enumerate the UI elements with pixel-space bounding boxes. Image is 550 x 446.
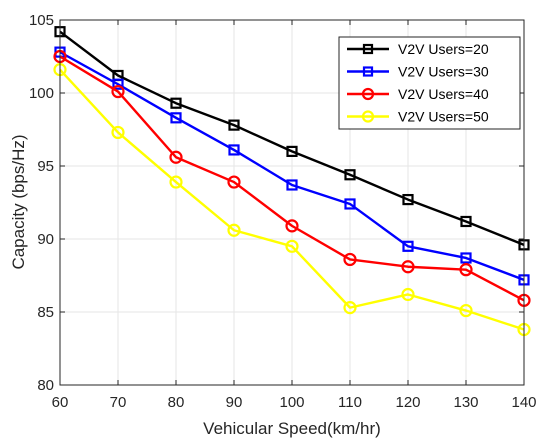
x-tick-label: 90: [226, 394, 243, 411]
x-tick-label: 70: [110, 394, 127, 411]
x-tick-label: 110: [338, 394, 362, 411]
legend: V2V Users=20 V2V Users=30 V2V Users=40 V2V …: [338, 36, 521, 130]
series-line: [59, 30, 525, 246]
data-point: [402, 240, 414, 252]
legend-item: V2V Users=50: [347, 109, 489, 125]
series-layer: [53, 26, 531, 337]
data-point: [401, 287, 415, 302]
legend-item: V2V Users=40: [347, 86, 489, 102]
data-point: [344, 169, 356, 181]
x-tick-label: 130: [453, 394, 478, 411]
data-point: [344, 198, 356, 210]
y-axis-ticks: 80 85 90 95 100 105: [29, 12, 524, 394]
legend-marker: [361, 110, 375, 123]
data-point: [227, 223, 241, 237]
data-point: [460, 252, 472, 264]
y-tick-label: 90: [37, 231, 54, 248]
x-axis-ticks: 60 70 80 90 100 110 120 130 140: [52, 20, 537, 411]
series-line: [59, 55, 525, 302]
data-point: [285, 239, 299, 253]
x-tick-label: 120: [395, 394, 420, 411]
data-point: [402, 193, 414, 206]
data-point: [227, 175, 241, 189]
y-axis-title: Capacity (bps/Hz): [9, 134, 28, 269]
data-point: [459, 263, 473, 277]
x-tick-label: 100: [279, 394, 304, 411]
data-point: [170, 112, 182, 124]
series-line: [59, 51, 525, 282]
data-point: [169, 175, 183, 189]
legend-item: V2V Users=30: [347, 64, 489, 80]
x-tick-label: 60: [52, 394, 69, 411]
data-point: [459, 303, 473, 318]
data-point: [170, 97, 182, 109]
y-tick-label: 85: [37, 304, 54, 321]
legend-label: V2V Users=40: [398, 86, 489, 102]
data-point: [169, 150, 183, 164]
x-tick-label: 80: [168, 394, 185, 411]
x-tick-label: 140: [511, 394, 536, 411]
y-tick-label: 100: [29, 85, 54, 102]
legend-marker: [362, 66, 374, 77]
legend-marker: [362, 43, 374, 55]
legend-label: V2V Users=20: [398, 41, 489, 57]
data-point: [286, 145, 298, 157]
data-point: [401, 260, 415, 274]
series-line: [59, 68, 525, 331]
data-point: [112, 78, 124, 90]
data-point: [460, 215, 472, 228]
y-tick-label: 95: [37, 158, 54, 175]
data-point: [343, 252, 357, 267]
y-tick-label: 80: [37, 377, 54, 394]
legend-label: V2V Users=30: [398, 64, 489, 80]
y-tick-label: 105: [29, 12, 54, 29]
data-point: [111, 125, 125, 140]
data-point: [228, 144, 240, 156]
data-point: [111, 84, 125, 99]
data-point: [285, 219, 299, 233]
data-point: [343, 301, 357, 315]
data-point: [228, 119, 240, 131]
data-point: [286, 179, 298, 191]
series-2: [54, 46, 530, 286]
x-axis-title: Vehicular Speed(km/hr): [203, 419, 381, 438]
legend-label: V2V Users=50: [398, 109, 489, 125]
legend-marker: [361, 87, 375, 101]
legend-item: V2V Users=20: [347, 41, 489, 57]
series-4: [53, 63, 531, 337]
